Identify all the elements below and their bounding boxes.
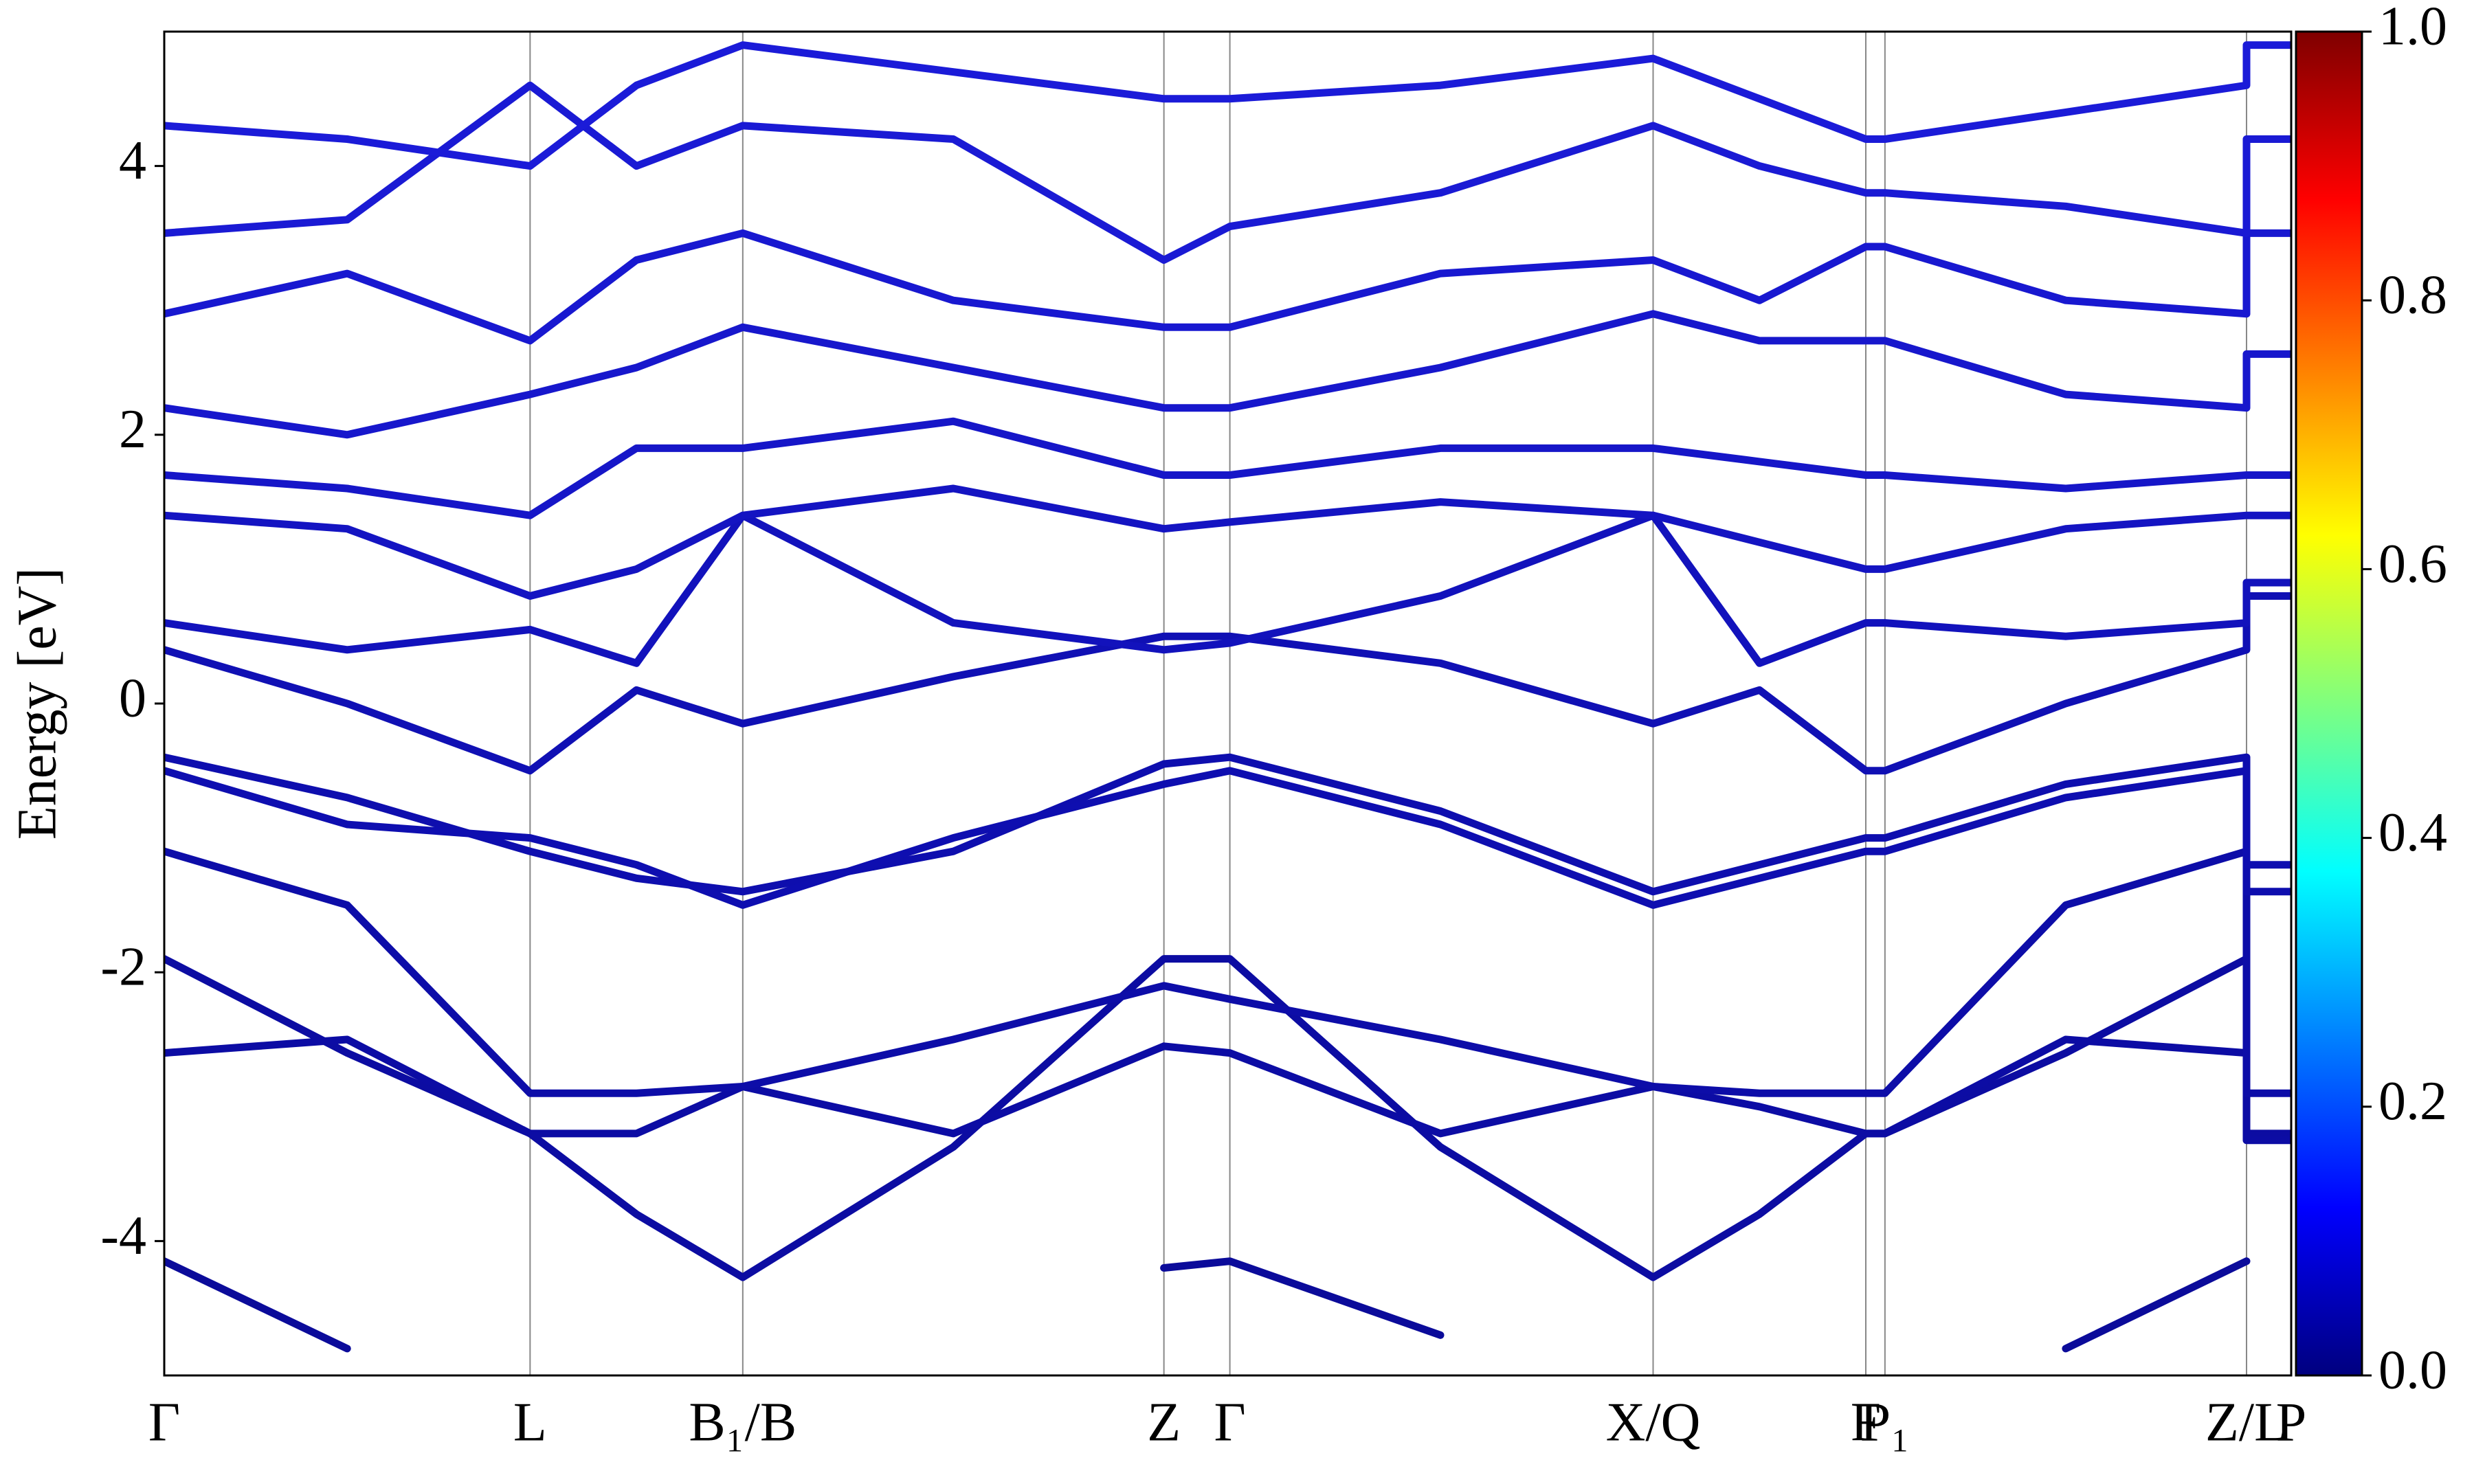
x-tick-label: F [1851,1392,1882,1452]
y-tick-label: -4 [100,1206,146,1266]
band-line [164,955,2291,1281]
band-line [164,484,2291,600]
y-tick-label: -2 [100,937,146,998]
x-tick-label: P [2276,1392,2307,1452]
colorbar-tick-label: 0.8 [2378,265,2447,326]
band-line [164,310,2291,439]
colorbar-tick-label: 0.6 [2378,534,2447,594]
band-line [164,511,2291,667]
band-line [164,767,2291,909]
bands [164,41,2291,1353]
y-axis-label: Energy [eV] [7,567,67,840]
band-line [164,41,2291,170]
y-tick-label: 4 [119,131,146,191]
colorbar-tick-label: 0.2 [2378,1071,2447,1132]
band-line [164,229,2291,345]
x-tick-label: B₁/B [689,1392,796,1452]
colorbar [2295,30,2363,1377]
x-tick-label: Z [1147,1392,1181,1452]
colorbar-tick-label: 1.0 [2378,0,2447,56]
band-line [164,847,2291,1097]
y-tick-label: 0 [119,668,146,728]
band-line [164,592,2291,775]
colorbar-tick-label: 0.4 [2378,802,2447,863]
x-tick-label: P₁ [1860,1392,1910,1452]
band-line [164,1035,2291,1145]
band-line [164,81,2291,264]
band-line [164,753,2291,896]
y-tick-label: 2 [119,399,146,460]
x-tick-label: X/Q [1606,1392,1701,1452]
x-tick-label: Γ [148,1392,180,1452]
band-line [164,417,2291,519]
plot-frame [163,30,2293,1377]
band-line [164,1257,2251,1353]
x-tick-label: Γ [1214,1392,1245,1452]
colorbar-tick-label: 0.0 [2378,1340,2447,1400]
x-tick-label: Z/L [2205,1392,2288,1452]
x-tick-label: L [513,1392,547,1452]
